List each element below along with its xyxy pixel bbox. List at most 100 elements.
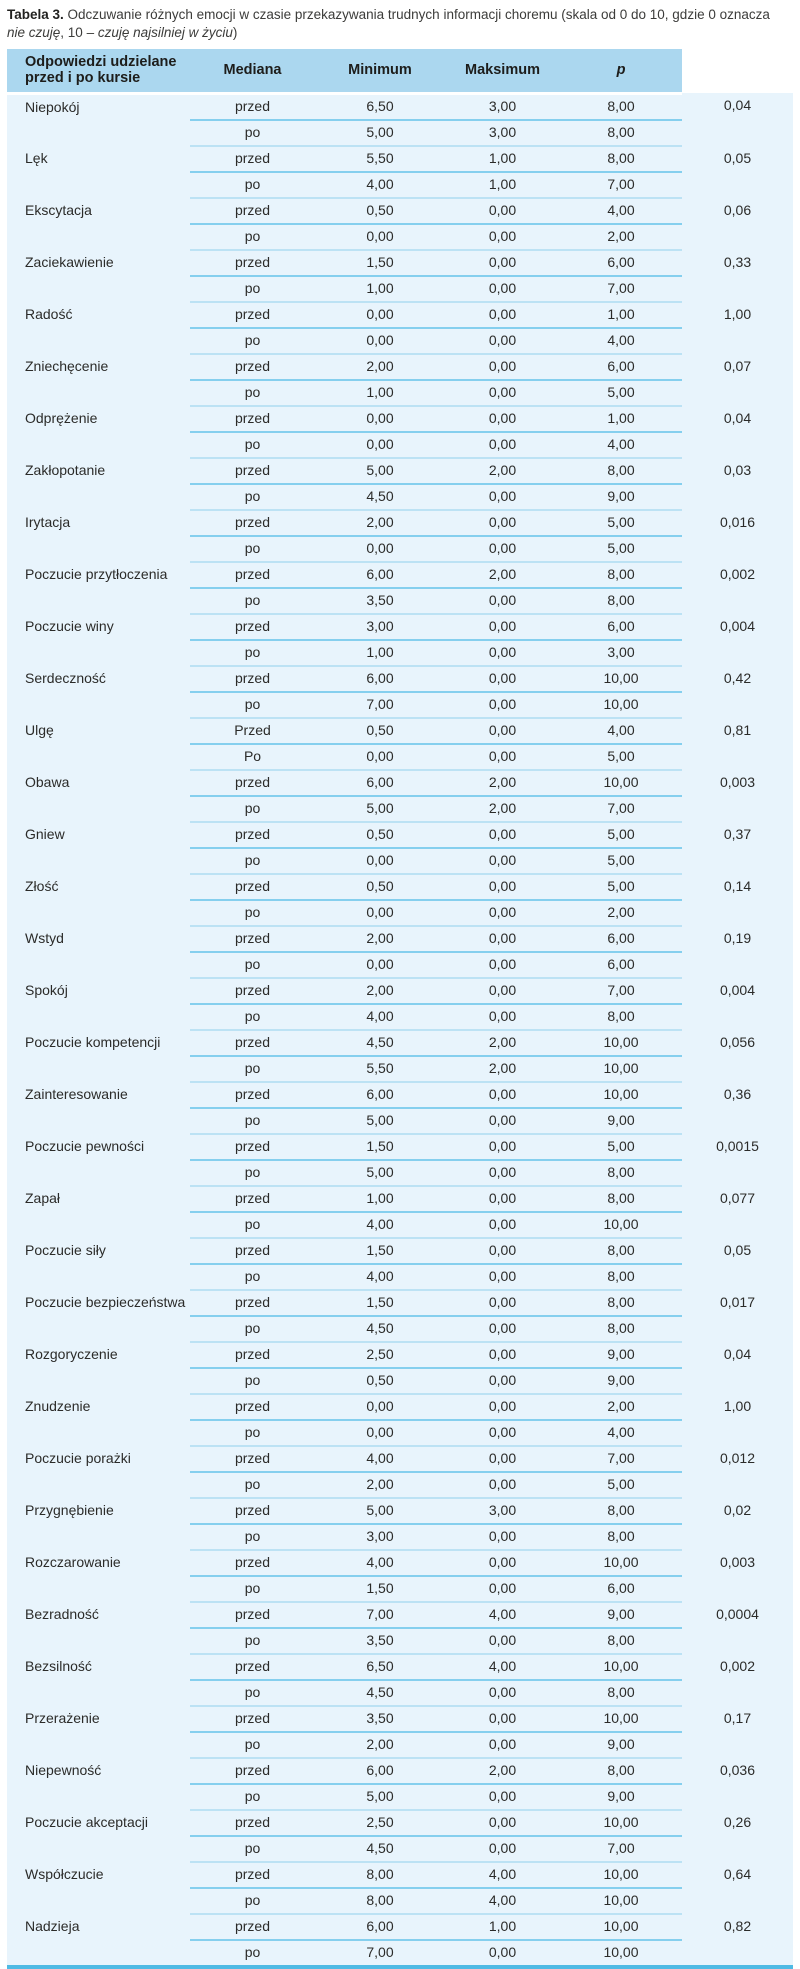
column-header-p: p — [560, 48, 682, 95]
minimum-value-after: 0,00 — [445, 483, 560, 511]
table-row-before: Irytacja przed 2,00 0,00 5,00 0,016 — [7, 509, 793, 562]
minimum-value-after: 0,00 — [445, 1107, 560, 1135]
emotion-label: Rozgoryczenie — [7, 1341, 190, 1394]
minimum-value-after: 0,00 — [445, 639, 560, 667]
p-value: 0,036 — [682, 1757, 793, 1810]
minimum-value-before: 4,00 — [445, 1653, 560, 1681]
minimum-value-after: 0,00 — [445, 743, 560, 771]
table-row-after: po 7,00 0,00 10,00 — [7, 691, 793, 719]
p-value: 0,002 — [682, 561, 793, 614]
phase-label-after: po — [190, 1315, 315, 1343]
table-row-before: Gniew przed 0,50 0,00 5,00 0,37 — [7, 821, 793, 874]
median-value-after: 5,00 — [315, 795, 445, 823]
median-value-before: 6,00 — [315, 1757, 445, 1785]
phase-label-before: przed — [190, 1861, 315, 1889]
emotion-label: Niepokój — [7, 93, 190, 146]
maximum-value-before: 6,00 — [560, 613, 682, 641]
table-row-after: po 4,00 0,00 8,00 — [7, 1263, 793, 1291]
phase-label-after: po — [190, 639, 315, 667]
median-value-before: 0,00 — [315, 405, 445, 433]
caption-segment: Odczuwanie różnych emocji w czasie przek… — [63, 7, 770, 22]
median-value-before: 4,50 — [315, 1029, 445, 1057]
minimum-value-before: 0,00 — [445, 405, 560, 433]
minimum-value-after: 0,00 — [445, 951, 560, 979]
column-header-answers: Odpowiedzi udzielane przed i po kursie — [7, 48, 190, 95]
maximum-value-after: 9,00 — [560, 1783, 682, 1811]
maximum-value-before: 5,00 — [560, 509, 682, 537]
table-row-before: Niepewność przed 6,00 2,00 8,00 0,036 — [7, 1757, 793, 1810]
phase-label-after: po — [190, 795, 315, 823]
emotion-label: Poczucie przytłoczenia — [7, 561, 190, 614]
minimum-value-after: 0,00 — [445, 691, 560, 719]
phase-label-after: po — [190, 431, 315, 459]
minimum-value-before: 0,00 — [445, 1081, 560, 1109]
phase-label-after: po — [190, 275, 315, 303]
maximum-value-after: 9,00 — [560, 1367, 682, 1395]
maximum-value-after: 5,00 — [560, 535, 682, 563]
p-value: 0,05 — [682, 145, 793, 198]
table-row-after: po 5,00 0,00 9,00 — [7, 1107, 793, 1135]
minimum-value-before: 0,00 — [445, 197, 560, 225]
phase-label-before: przed — [190, 1445, 315, 1473]
median-value-before: 6,50 — [315, 1653, 445, 1681]
table-row-after: po 5,00 3,00 8,00 — [7, 119, 793, 147]
phase-label-before: przed — [190, 925, 315, 953]
maximum-value-before: 8,00 — [560, 93, 682, 121]
maximum-value-after: 10,00 — [560, 1211, 682, 1239]
phase-label-after: po — [190, 899, 315, 927]
column-header-minimum: Minimum — [315, 48, 445, 95]
p-value: 1,00 — [682, 1393, 793, 1446]
median-value-after: 0,00 — [315, 847, 445, 875]
median-value-after: 5,00 — [315, 119, 445, 147]
median-value-after: 4,50 — [315, 1835, 445, 1863]
emotion-label: Zniechęcenie — [7, 353, 190, 406]
emotion-label: Zapał — [7, 1185, 190, 1238]
header-row: Odpowiedzi udzielane przed i po kursie M… — [7, 48, 793, 95]
maximum-value-before: 5,00 — [560, 873, 682, 901]
table-row-after: po 5,00 2,00 7,00 — [7, 795, 793, 823]
phase-label-after: po — [190, 847, 315, 875]
emotion-label: Ekscytacja — [7, 197, 190, 250]
phase-label-after: Po — [190, 743, 315, 771]
median-value-after: 2,00 — [315, 1731, 445, 1759]
emotion-label: Gniew — [7, 821, 190, 874]
minimum-value-after: 0,00 — [445, 1679, 560, 1707]
median-value-before: 6,50 — [315, 93, 445, 121]
caption-italic-segment: nie czuję — [7, 24, 61, 40]
maximum-value-after: 4,00 — [560, 431, 682, 459]
maximum-value-after: 7,00 — [560, 795, 682, 823]
phase-label-after: po — [190, 379, 315, 407]
table-row-after: po 5,00 0,00 8,00 — [7, 1159, 793, 1187]
table-row-before: Zainteresowanie przed 6,00 0,00 10,00 0,36 — [7, 1081, 793, 1134]
table-row-before: Zniechęcenie przed 2,00 0,00 6,00 0,07 — [7, 353, 793, 406]
minimum-value-before: 0,00 — [445, 1133, 560, 1161]
phase-label-before: przed — [190, 1081, 315, 1109]
emotion-label: Lęk — [7, 145, 190, 198]
p-value: 0,004 — [682, 977, 793, 1030]
emotion-label: Bezsilność — [7, 1653, 190, 1706]
median-value-after: 4,00 — [315, 1211, 445, 1239]
table-row-before: Przygnębienie przed 5,00 3,00 8,00 0,02 — [7, 1497, 793, 1550]
table-row-after: po 0,00 0,00 5,00 — [7, 535, 793, 563]
phase-label-after: po — [190, 1627, 315, 1655]
maximum-value-before: 9,00 — [560, 1601, 682, 1629]
median-value-after: 0,00 — [315, 535, 445, 563]
minimum-value-before: 0,00 — [445, 509, 560, 537]
median-value-before: 5,50 — [315, 145, 445, 173]
p-value: 1,00 — [682, 301, 793, 354]
table-row-after: po 3,50 0,00 8,00 — [7, 587, 793, 615]
median-value-before: 2,00 — [315, 925, 445, 953]
emotion-label: Złość — [7, 873, 190, 926]
maximum-value-before: 10,00 — [560, 1913, 682, 1941]
maximum-value-after: 8,00 — [560, 1263, 682, 1291]
emotion-label: Zakłopotanie — [7, 457, 190, 510]
median-value-before: 1,00 — [315, 1185, 445, 1213]
emotion-label: Niepewność — [7, 1757, 190, 1810]
emotion-label: Poczucie winy — [7, 613, 190, 666]
minimum-value-after: 4,00 — [445, 1887, 560, 1915]
p-value: 0,003 — [682, 769, 793, 822]
median-value-after: 0,00 — [315, 327, 445, 355]
maximum-value-before: 6,00 — [560, 353, 682, 381]
table-row-after: po 1,00 0,00 5,00 — [7, 379, 793, 407]
